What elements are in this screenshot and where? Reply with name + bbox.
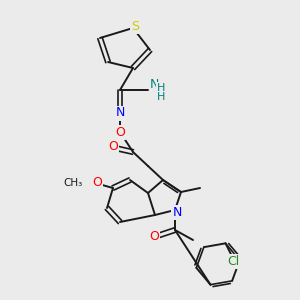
Text: O: O: [108, 140, 118, 154]
Text: N: N: [150, 79, 159, 92]
Text: N: N: [115, 106, 125, 119]
Text: H: H: [157, 83, 165, 93]
Text: O: O: [149, 230, 159, 244]
Text: H: H: [157, 92, 165, 102]
Text: O: O: [92, 176, 102, 190]
Text: S: S: [131, 20, 139, 32]
Text: CH₃: CH₃: [64, 178, 83, 188]
Text: O: O: [115, 125, 125, 139]
Text: N: N: [172, 206, 182, 218]
Text: Cl: Cl: [227, 255, 240, 268]
